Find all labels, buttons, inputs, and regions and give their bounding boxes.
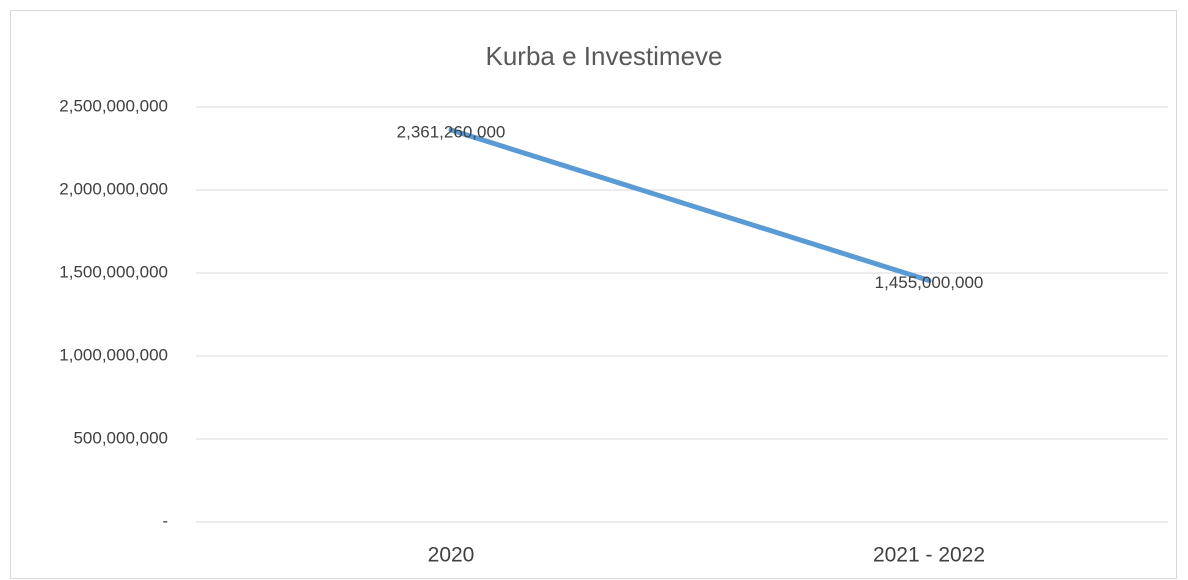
y-tick-label: 1,500,000,000 <box>59 262 168 281</box>
y-tick-label: 500,000,000 <box>73 428 168 447</box>
y-tick-label: 2,000,000,000 <box>59 179 168 198</box>
data-label: 2,361,260,000 <box>397 123 506 142</box>
y-tick-label: - <box>162 511 168 530</box>
x-tick-label: 2020 <box>428 544 475 567</box>
line <box>448 127 932 283</box>
y-tick-label: 2,500,000,000 <box>59 96 168 115</box>
y-tick-label: 1,000,000,000 <box>59 345 168 364</box>
data-label: 1,455,000,000 <box>875 273 984 292</box>
x-tick-label: 2021 - 2022 <box>873 544 985 567</box>
chart-title: Kurba e Investimeve <box>485 41 722 71</box>
chart-border <box>10 10 1177 579</box>
